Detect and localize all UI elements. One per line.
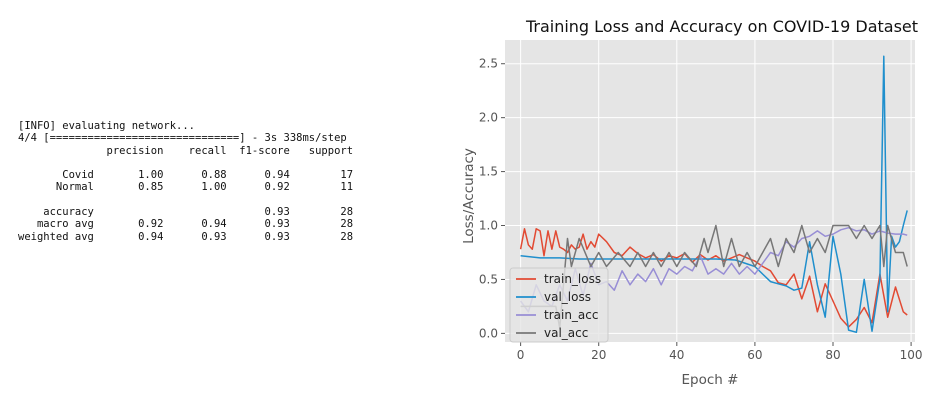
legend-box — [509, 267, 609, 343]
series-line-val-acc — [520, 224, 908, 329]
x-tick-label: 100 — [900, 348, 923, 362]
axis-ticks: 0 20 40 60 80 100 0.0 0.5 1.0 1.5 2.0 2.5 — [479, 57, 923, 362]
y-tick-label: 0.5 — [479, 272, 498, 286]
x-axis-label: Epoch # — [682, 372, 739, 388]
legend: train_loss val_loss train_acc val_acc — [509, 267, 609, 343]
legend-label: train_acc — [544, 308, 598, 322]
legend-label: val_acc — [544, 326, 588, 340]
console-line: Normal 0.85 1.00 0.92 11 — [18, 181, 354, 194]
y-tick-label: 0.0 — [479, 326, 498, 340]
y-tick-label: 1.5 — [479, 165, 498, 179]
y-axis-label: Loss/Accuracy — [461, 148, 477, 244]
x-tick-label: 40 — [669, 348, 684, 362]
training-chart: Training Loss and Accuracy on COVID-19 D… — [461, 17, 923, 388]
console-line: [INFO] evaluating network... — [18, 120, 196, 132]
console-line: accuracy 0.93 28 — [18, 206, 354, 219]
legend-label: val_loss — [544, 290, 591, 304]
y-tick-label: 2.0 — [479, 111, 498, 125]
y-tick-label: 1.0 — [479, 219, 498, 233]
console-line: Covid 1.00 0.88 0.94 17 — [18, 169, 354, 182]
console-line — [18, 194, 353, 206]
x-tick-label: 60 — [747, 348, 762, 362]
series-line-train-loss — [519, 228, 908, 328]
console-line: 4/4 [==============================] - 3… — [18, 132, 347, 145]
x-tick-label: 80 — [825, 348, 840, 362]
legend-label: train_loss — [544, 272, 601, 286]
x-tick-label: 0 — [517, 348, 525, 362]
classification-report: [INFO] evaluating network... 4/4 [=======… — [18, 120, 353, 243]
console-line: precision recall f1-score support — [18, 144, 354, 157]
console-line — [18, 157, 353, 169]
chart-title: Training Loss and Accuracy on COVID-19 D… — [525, 17, 918, 36]
x-tick-label: 20 — [591, 348, 606, 362]
console-line: weighted avg 0.94 0.93 0.93 28 — [18, 230, 354, 243]
y-tick-label: 2.5 — [479, 57, 498, 71]
console-line: macro avg 0.92 0.94 0.93 28 — [18, 218, 354, 231]
